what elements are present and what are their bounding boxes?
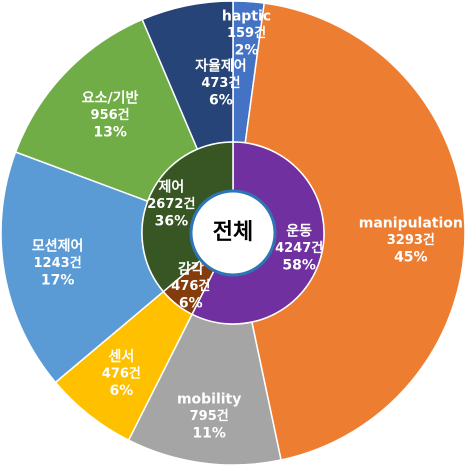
inner-label-percent-1: 6% — [179, 295, 203, 311]
inner-label-count-2: 2672건 — [147, 196, 195, 212]
outer-label-name-2: mobility — [177, 391, 241, 407]
outer-label-percent-0: 2% — [235, 42, 259, 58]
center-circle — [189, 189, 277, 277]
outer-label-percent-5: 13% — [93, 125, 127, 141]
outer-label-name-4: 모션제어 — [32, 237, 84, 254]
outer-label-percent-4: 17% — [41, 272, 75, 288]
inner-label-name-1: 감각 — [178, 260, 204, 277]
inner-label-name-0: 운동 — [286, 224, 312, 240]
outer-label-name-0: haptic — [222, 8, 271, 24]
outer-label-count-5: 956건 — [91, 107, 130, 123]
inner-label-count-1: 476건 — [171, 278, 210, 294]
outer-label-count-6: 473건 — [201, 75, 240, 91]
outer-label-count-2: 795건 — [190, 408, 229, 424]
outer-label-count-4: 1243건 — [34, 255, 82, 271]
outer-label-name-5: 요소/기반 — [82, 90, 139, 107]
outer-label-percent-2: 11% — [192, 425, 226, 441]
outer-label-name-6: 자율제어 — [195, 57, 247, 74]
outer-label-count-3: 476건 — [102, 366, 141, 382]
inner-label-name-2: 제어 — [158, 178, 184, 195]
outer-label-name-3: 센서 — [108, 349, 134, 365]
center-label: 전체 — [213, 220, 253, 245]
inner-label-percent-0: 58% — [282, 258, 316, 274]
outer-label-percent-6: 6% — [209, 92, 233, 108]
outer-label-percent-3: 6% — [109, 383, 133, 399]
outer-label-percent-1: 45% — [394, 250, 428, 266]
outer-label-count-1: 3293건 — [387, 232, 435, 248]
outer-label-count-0: 159건 — [227, 25, 266, 41]
inner-label-percent-2: 36% — [155, 213, 189, 229]
inner-label-count-0: 4247건 — [275, 240, 323, 256]
outer-label-name-1: manipulation — [359, 216, 463, 232]
